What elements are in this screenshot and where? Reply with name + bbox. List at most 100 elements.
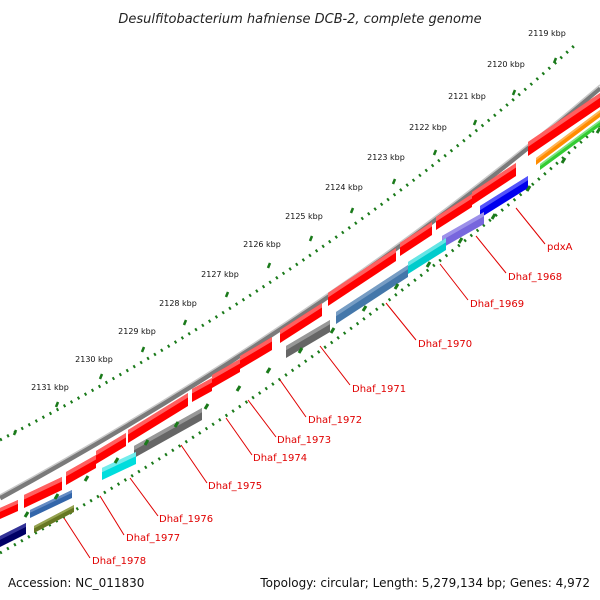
gene-label[interactable]: Dhaf_1972: [308, 415, 362, 426]
gene-label[interactable]: Dhaf_1975: [208, 481, 262, 492]
gene-leader-line: [225, 417, 253, 456]
gene-block-shade: [102, 452, 136, 473]
kbp-tick-mark: [140, 346, 146, 353]
gene-block-shade: [442, 212, 484, 241]
gene-block[interactable]: [96, 433, 126, 464]
gene-block-shade: [212, 359, 240, 380]
kbp-label: 2123 kbp: [367, 153, 405, 162]
kbp-label: 2120 kbp: [487, 60, 525, 69]
gene-block[interactable]: [240, 337, 272, 369]
kbp-label: 2122 kbp: [409, 123, 447, 132]
gene-block[interactable]: [540, 120, 600, 170]
gene-block-shade: [408, 238, 446, 267]
gene-block-shade: [528, 93, 600, 147]
gene-label[interactable]: Dhaf_1978: [92, 556, 146, 567]
gene-leader-line: [319, 345, 351, 386]
tick-mark: [83, 475, 90, 482]
tick-mark: [425, 261, 432, 268]
gene-block[interactable]: [442, 212, 484, 248]
gene-label[interactable]: Dhaf_1973: [277, 435, 331, 446]
gene-block[interactable]: [34, 505, 74, 533]
kbp-label: 2130 kbp: [75, 355, 113, 364]
kbp-label: 2127 kbp: [201, 270, 239, 279]
gene-label[interactable]: Dhaf_1974: [253, 453, 307, 464]
kbp-label: 2131 kbp: [31, 383, 69, 392]
tick-mark: [113, 457, 120, 464]
gene-block[interactable]: [102, 452, 136, 480]
gene-block[interactable]: [192, 378, 212, 402]
gene-block[interactable]: [480, 176, 528, 218]
gene-block-shade: [192, 378, 212, 394]
tick-mark: [329, 327, 336, 334]
gene-label[interactable]: pdxA: [547, 242, 573, 253]
gene-block-shade: [0, 523, 26, 540]
tick-mark: [53, 493, 60, 500]
gene-block-shade: [66, 455, 96, 477]
kbp-tick-mark: [308, 235, 314, 242]
gene-leader-line: [180, 444, 208, 484]
kbp-label: 2124 kbp: [325, 183, 363, 192]
gene-label[interactable]: Dhaf_1976: [159, 514, 213, 525]
gene-block-shade: [472, 163, 516, 197]
kbp-label: 2121 kbp: [448, 92, 486, 101]
tick-mark: [203, 403, 210, 410]
gene-leader-line: [63, 517, 91, 559]
gene-block[interactable]: [24, 477, 62, 508]
gene-leader-line: [439, 263, 469, 301]
kbp-tick-mark: [391, 178, 397, 185]
accession-text: Accession: NC_011830: [8, 576, 144, 590]
gene-block[interactable]: [280, 303, 322, 343]
gene-block[interactable]: [528, 93, 600, 156]
gene-block[interactable]: [128, 393, 188, 443]
gene-block-shade: [328, 248, 396, 298]
kbp-tick-mark: [511, 89, 517, 96]
gene-label[interactable]: Dhaf_1969: [470, 299, 524, 310]
tick-mark: [361, 305, 368, 312]
gene-leader-lines: [63, 207, 546, 559]
gene-block[interactable]: [212, 359, 240, 388]
gene-label[interactable]: Dhaf_1970: [418, 339, 472, 350]
gene-features: [0, 57, 600, 547]
gene-block[interactable]: [336, 265, 408, 324]
gene-block[interactable]: [536, 110, 600, 165]
gene-block[interactable]: [0, 500, 18, 519]
gene-block[interactable]: [66, 455, 96, 485]
gene-block[interactable]: [30, 490, 72, 518]
gene-leader-line: [515, 207, 546, 245]
gene-leader-line: [279, 379, 307, 418]
gene-block-shade: [128, 393, 188, 435]
tick-mark: [173, 421, 180, 428]
gene-block-shade: [34, 505, 74, 529]
gene-block-shade: [536, 110, 600, 161]
gene-block-shade: [240, 337, 272, 361]
tick-mark: [235, 385, 242, 392]
gene-block-shade: [540, 120, 600, 167]
kbp-tick-mark: [54, 401, 60, 408]
gene-label[interactable]: Dhaf_1968: [508, 272, 562, 283]
gene-block[interactable]: [328, 248, 396, 306]
summary-text: Topology: circular; Length: 5,279,134 bp…: [259, 576, 590, 590]
gene-block[interactable]: [134, 408, 202, 458]
gene-block[interactable]: [0, 523, 26, 547]
kbp-tick-mark: [98, 373, 104, 380]
gene-block[interactable]: [472, 163, 516, 205]
kbp-label: 2126 kbp: [243, 240, 281, 249]
gene-leader-line: [99, 495, 125, 536]
gene-block[interactable]: [286, 320, 330, 358]
gene-block[interactable]: [436, 194, 472, 230]
gene-block-shade: [30, 490, 72, 513]
gene-label[interactable]: Dhaf_1971: [352, 384, 406, 395]
gene-block-shade: [134, 408, 202, 451]
gene-leader-line: [385, 302, 417, 341]
genome-backbone-highlight: [0, 84, 600, 496]
kbp-tick-mark: [182, 319, 188, 326]
gene-block[interactable]: [400, 222, 432, 256]
kbp-ruler: [0, 43, 577, 442]
gene-label[interactable]: Dhaf_1977: [126, 533, 180, 544]
gene-block[interactable]: [408, 238, 446, 274]
kbp-tick-mark: [224, 291, 230, 298]
map-title: Desulfitobacterium hafniense DCB-2, comp…: [118, 12, 481, 27]
kbp-tick-mark: [12, 429, 18, 436]
